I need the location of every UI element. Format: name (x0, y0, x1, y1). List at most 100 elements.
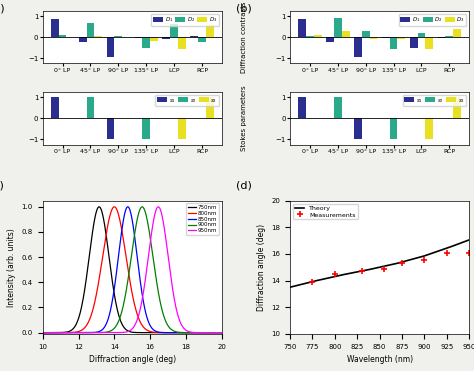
800nm (160, 331, 165, 335)
Bar (135, 37, 142, 38)
Bar (51, 19, 59, 37)
900nm (121, 301, 127, 306)
Bar (170, 24, 178, 37)
Text: (c): (c) (0, 181, 4, 191)
Bar (94, 36, 102, 37)
Line: Measurements: Measurements (309, 249, 473, 285)
Y-axis label: Intensity (arb. units): Intensity (arb. units) (7, 228, 16, 306)
Bar (87, 98, 94, 118)
Measurements (444, 251, 450, 256)
750nm (40, 331, 46, 335)
Theory (368, 267, 374, 272)
800nm (121, 242, 127, 246)
Line: Theory: Theory (290, 237, 474, 287)
Line: 950nm: 950nm (43, 207, 222, 333)
850nm (121, 216, 127, 220)
Bar (370, 37, 377, 39)
Bar (191, 36, 198, 37)
Bar (178, 118, 186, 139)
Measurements (381, 267, 387, 272)
X-axis label: Diffraction angle (deg): Diffraction angle (deg) (89, 355, 176, 364)
Theory (287, 285, 293, 289)
Theory (421, 254, 427, 258)
750nm (160, 331, 165, 335)
Line: 750nm: 750nm (43, 207, 222, 333)
950nm (86, 331, 91, 335)
900nm (219, 331, 225, 335)
850nm (40, 331, 46, 335)
Text: (a): (a) (0, 3, 5, 13)
Bar (354, 118, 362, 139)
Bar (334, 98, 342, 118)
Measurements (310, 280, 315, 284)
950nm (219, 331, 225, 335)
950nm (155, 204, 161, 209)
Measurements (399, 261, 405, 265)
Bar (59, 35, 66, 37)
Theory (314, 278, 320, 283)
Bar (87, 23, 94, 37)
Bar (206, 25, 214, 37)
950nm (40, 331, 46, 335)
Bar (114, 36, 122, 37)
Theory (341, 272, 346, 277)
Theory (448, 244, 454, 249)
Bar (425, 37, 433, 49)
Legend: $D_1$, $D_2$, $D_3$: $D_1$, $D_2$, $D_3$ (151, 14, 219, 26)
800nm (86, 319, 91, 324)
Bar (79, 37, 87, 42)
Y-axis label: Stokes parameters: Stokes parameters (241, 86, 247, 151)
850nm (72, 331, 77, 335)
Bar (314, 35, 321, 37)
Bar (142, 118, 150, 139)
950nm (175, 313, 181, 318)
750nm (86, 258, 91, 263)
750nm (146, 331, 151, 335)
950nm (160, 216, 165, 221)
Legend: 750nm, 800nm, 850nm, 900nm, 950nm: 750nm, 800nm, 850nm, 900nm, 950nm (186, 203, 219, 235)
Measurements (421, 257, 427, 262)
750nm (219, 331, 225, 335)
Bar (150, 37, 158, 41)
Bar (390, 37, 398, 49)
750nm (96, 204, 102, 209)
Bar (107, 118, 114, 139)
900nm (40, 331, 46, 335)
750nm (175, 331, 181, 335)
Bar (142, 37, 150, 48)
950nm (146, 255, 151, 259)
Bar (382, 37, 390, 38)
800nm (219, 331, 225, 335)
Legend: $s_1$, $s_2$, $s_3$: $s_1$, $s_2$, $s_3$ (403, 95, 466, 106)
800nm (72, 330, 77, 335)
750nm (72, 325, 77, 329)
Bar (198, 37, 206, 42)
Line: 900nm: 900nm (43, 207, 222, 333)
900nm (160, 310, 165, 315)
Bar (306, 36, 314, 37)
Bar (438, 37, 446, 38)
Bar (298, 19, 306, 37)
750nm (121, 325, 127, 330)
850nm (86, 331, 91, 335)
Y-axis label: Diffraction contrasts: Diffraction contrasts (241, 1, 247, 73)
Bar (206, 98, 214, 118)
900nm (86, 331, 91, 335)
Measurements (332, 272, 337, 276)
Text: (b): (b) (236, 3, 252, 13)
950nm (72, 331, 77, 335)
Bar (298, 98, 306, 118)
Bar (163, 37, 170, 39)
Bar (354, 37, 362, 57)
850nm (219, 331, 225, 335)
800nm (175, 331, 181, 335)
Bar (326, 37, 334, 42)
Bar (334, 19, 342, 37)
Legend: Theory, Measurements: Theory, Measurements (293, 204, 358, 219)
800nm (146, 329, 151, 333)
950nm (121, 330, 127, 335)
X-axis label: Wavelength (nm): Wavelength (nm) (346, 355, 413, 364)
900nm (72, 331, 77, 335)
Bar (398, 37, 405, 39)
Measurements (359, 269, 365, 273)
